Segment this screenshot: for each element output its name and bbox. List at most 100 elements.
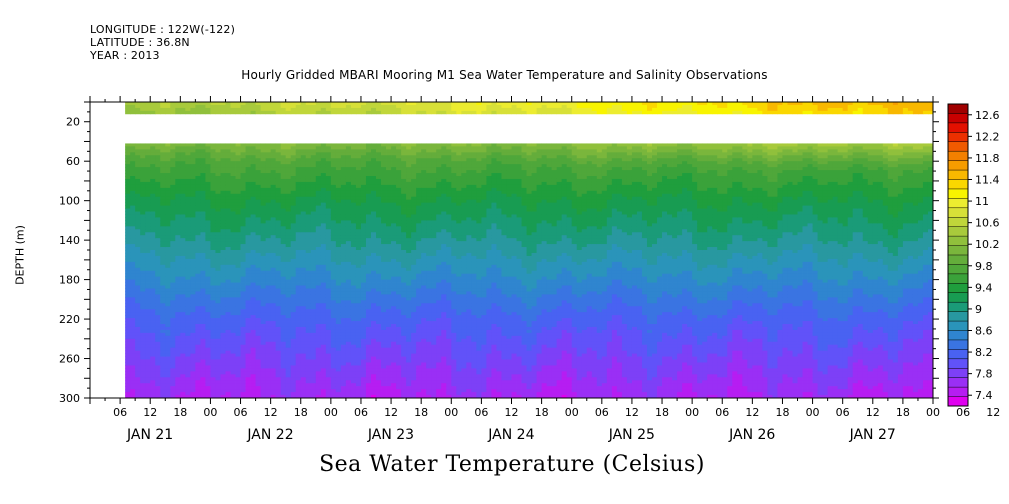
heatmap-cell <box>135 362 141 366</box>
heatmap-cell <box>325 244 332 248</box>
heatmap-cell <box>185 332 191 337</box>
heatmap-cell <box>376 335 382 340</box>
heatmap-cell <box>350 350 357 354</box>
heatmap-cell <box>245 350 251 354</box>
heatmap-cell <box>170 356 176 360</box>
heatmap-cell <box>315 359 322 363</box>
heatmap-cell <box>270 350 277 354</box>
heatmap-cell <box>240 312 246 316</box>
heatmap-cell <box>335 250 342 254</box>
heatmap-cell <box>240 181 246 186</box>
heatmap-cell <box>190 332 196 337</box>
heatmap-cell <box>365 176 372 180</box>
heatmap-cell <box>320 371 327 375</box>
heatmap-cell <box>200 193 206 198</box>
heatmap-cell <box>290 312 297 316</box>
heatmap-cell <box>365 235 372 239</box>
heatmap-cell <box>325 199 332 204</box>
heatmap-cell <box>330 359 337 363</box>
heatmap-cell <box>160 229 166 233</box>
heatmap-cell <box>381 291 387 295</box>
heatmap-cell <box>381 161 387 165</box>
heatmap-cell <box>350 276 357 280</box>
heatmap-cell <box>190 187 196 192</box>
heatmap-cell <box>140 291 146 295</box>
heatmap-cell <box>205 244 211 248</box>
heatmap-cell <box>360 321 367 325</box>
heatmap-cell <box>155 359 161 363</box>
heatmap-cell <box>155 389 161 393</box>
heatmap-cell <box>320 158 327 162</box>
heatmap-cell <box>290 291 297 295</box>
heatmap-cell <box>401 205 407 209</box>
heatmap-cell <box>175 324 181 328</box>
heatmap-cell <box>155 161 161 165</box>
heatmap-cell <box>305 217 312 221</box>
heatmap-cell <box>230 326 236 331</box>
heatmap-cell <box>215 371 221 375</box>
heatmap-cell <box>240 214 246 218</box>
heatmap-cell <box>265 338 272 343</box>
heatmap-cell <box>150 261 156 266</box>
heatmap-cell <box>170 196 176 201</box>
heatmap-cell <box>125 252 131 257</box>
heatmap-cell <box>295 146 302 150</box>
heatmap-cell <box>255 309 262 313</box>
heatmap-cell <box>381 205 387 209</box>
heatmap-cell <box>396 294 402 298</box>
heatmap-cell <box>305 178 312 183</box>
heatmap-cell <box>215 190 221 195</box>
heatmap-cell <box>185 158 191 162</box>
heatmap-cell <box>360 152 367 156</box>
heatmap-cell <box>130 312 136 316</box>
heatmap-cell <box>190 226 196 230</box>
heatmap-cell <box>335 288 342 292</box>
heatmap-cell <box>355 178 362 183</box>
heatmap-cell <box>130 359 136 363</box>
heatmap-cell <box>150 244 156 248</box>
heatmap-cell <box>365 341 372 346</box>
heatmap-cell <box>250 386 256 390</box>
heatmap-cell <box>185 309 191 313</box>
heatmap-cell <box>165 229 171 233</box>
heatmap-cell <box>365 232 372 236</box>
heatmap-cell <box>205 167 211 171</box>
heatmap-cell <box>310 173 317 177</box>
heatmap-cell <box>220 377 226 381</box>
heatmap-cell <box>145 199 151 204</box>
heatmap-cell <box>381 202 387 206</box>
heatmap-cell <box>270 389 277 393</box>
heatmap-cell <box>145 362 151 366</box>
heatmap-cell <box>165 187 171 192</box>
heatmap-cell <box>265 226 272 230</box>
heatmap-cell <box>185 312 191 316</box>
heatmap-cell <box>340 312 347 316</box>
heatmap-cell <box>155 386 161 390</box>
heatmap-cell <box>290 297 297 301</box>
heatmap-cell <box>265 356 272 360</box>
heatmap-cell <box>130 276 136 280</box>
heatmap-cell <box>135 395 141 399</box>
heatmap-cell <box>240 329 246 334</box>
heatmap-cell <box>130 294 136 298</box>
heatmap-cell <box>401 143 407 147</box>
heatmap-cell <box>325 167 332 171</box>
heatmap-cell <box>180 306 186 310</box>
heatmap-cell <box>345 235 352 239</box>
heatmap-cell <box>280 196 287 201</box>
heatmap-cell <box>180 149 186 153</box>
heatmap-cell <box>386 282 392 286</box>
heatmap-cell <box>300 368 307 372</box>
heatmap-cell <box>220 173 226 177</box>
heatmap-cell <box>290 353 297 357</box>
heatmap-cell <box>200 214 206 218</box>
heatmap-cell <box>230 190 236 195</box>
heatmap-cell <box>195 368 201 372</box>
heatmap-cell <box>215 324 221 328</box>
heatmap-cell <box>160 258 166 263</box>
heatmap-cell <box>165 297 171 301</box>
heatmap-cell <box>365 368 372 372</box>
heatmap-cell <box>381 318 387 322</box>
heatmap-cell <box>345 184 352 189</box>
heatmap-cell <box>155 347 161 352</box>
